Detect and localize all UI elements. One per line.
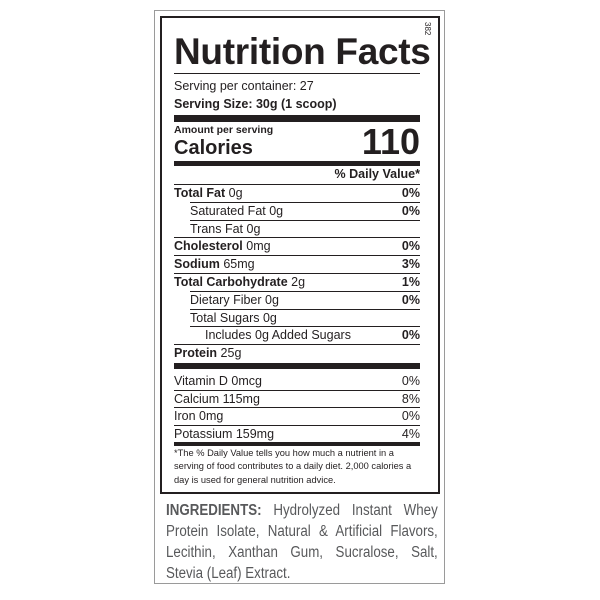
thick-divider (174, 115, 420, 122)
label-outer-border (154, 10, 445, 584)
thick-divider (174, 161, 420, 166)
nutrient-name: Cholesterol 0mg (174, 238, 271, 255)
ingredients-label: INGREDIENTS: (166, 502, 262, 519)
servings-text: Serving per container: 27 (174, 79, 314, 93)
dv-header-text: % Daily Value* (334, 167, 420, 181)
nutrient-name: Protein 25g (174, 345, 241, 362)
nutrient-label: Trans Fat (190, 221, 244, 236)
label-code: 382 (423, 22, 432, 36)
nutrient-label: Total Sugars (190, 310, 260, 325)
vitamin-name: Iron 0mg (174, 409, 224, 424)
vitamin-dv: 0% (401, 374, 420, 388)
nutrient-name: Trans Fat 0g (174, 221, 260, 238)
divider (174, 273, 420, 274)
nutrient-row: Protein 25g (174, 345, 420, 362)
nutrient-row: Total Fat 0g 0% (174, 185, 420, 202)
vitamin-row: Potassium 159mg 4% (174, 426, 420, 443)
nutrient-row: Sodium 65mg 3% (174, 256, 420, 273)
nutrient-name: Saturated Fat 0g (174, 203, 283, 220)
nutrient-amount: 0g (243, 221, 261, 236)
footnote: *The % Daily Value tells you how much a … (174, 448, 412, 485)
nutrient-row: Saturated Fat 0g 0% (174, 203, 420, 220)
nutrient-amount: 65mg (219, 257, 255, 272)
nutrient-dv: 0% (401, 203, 420, 218)
divider (174, 237, 420, 239)
vitamin-dv: 0% (401, 409, 420, 424)
nutrient-name: Total Fat 0g (174, 185, 243, 202)
nutrient-label: Protein (174, 346, 218, 361)
nutrient-amount: 0g (265, 203, 284, 218)
divider (190, 326, 420, 328)
divider (174, 344, 420, 346)
nutrient-label: Total Carbohydrate (174, 275, 288, 289)
dv-header: % Daily Value* (174, 166, 420, 183)
calories-label: Calories (174, 137, 253, 159)
nutrient-dv: 0% (401, 239, 420, 254)
nutrient-amount: 0g (225, 186, 243, 200)
amount-per-serving-text: Amount per serving (174, 124, 274, 136)
vitamin-row: Calcium 115mg 8% (174, 391, 420, 408)
vitamin-name: Vitamin D 0mcg (174, 374, 262, 388)
nutrient-label: Saturated Fat (190, 203, 266, 218)
nutrient-label: Includes 0g Added Sugars (205, 328, 351, 343)
nutrition-facts-panel: Nutrition Facts Serving per container: 2… (160, 16, 440, 494)
divider (174, 73, 420, 74)
vitamin-row: Vitamin D 0mcg 0% (174, 373, 420, 390)
amount-per-serving: Amount per serving (174, 124, 420, 137)
divider (174, 407, 420, 409)
nutrient-name: Sodium 65mg (174, 256, 255, 273)
nutrient-name: Includes 0g Added Sugars (174, 327, 351, 344)
vitamin-name: Potassium 159mg (174, 426, 275, 441)
nutrient-row: Total Sugars 0g (174, 310, 420, 327)
vitamin-dv: 4% (401, 426, 420, 441)
nutrient-label: Cholesterol (174, 239, 243, 254)
divider (190, 201, 420, 203)
nutrient-amount: 0g (261, 292, 279, 307)
vitamin-dv: 8% (401, 391, 420, 406)
nutrient-dv: 0% (401, 328, 420, 343)
divider (190, 308, 420, 310)
nutrient-name: Total Sugars 0g (174, 310, 277, 327)
servings-per-container: Serving per container: 27 (174, 78, 420, 95)
calories-value: 110 (361, 121, 420, 162)
nutrient-row: Cholesterol 0mg 0% (174, 238, 420, 255)
nutrient-name: Total Carbohydrate 2g (174, 274, 305, 291)
divider (190, 219, 420, 221)
divider (174, 424, 420, 426)
divider (174, 255, 420, 257)
serving-size-text: Serving Size: 30g (1 scoop) (174, 97, 337, 111)
nutrient-dv: 3% (401, 257, 420, 272)
nutrient-label: Total Fat (174, 186, 226, 200)
divider (174, 389, 420, 391)
divider (174, 184, 420, 185)
nutrient-amount: 0g (259, 310, 277, 325)
nutrient-label: Sodium (174, 257, 220, 272)
ingredients: INGREDIENTS: Hydrolyzed Instant Whey Pro… (166, 500, 438, 584)
nutrient-row: Dietary Fiber 0g 0% (174, 292, 420, 309)
nutrient-row: Includes 0g Added Sugars 0% (174, 327, 420, 344)
thick-divider (174, 442, 420, 446)
nutrient-amount: 25g (217, 346, 242, 361)
vitamin-row: Iron 0mg 0% (174, 408, 420, 425)
nutrient-dv: 1% (401, 275, 420, 289)
title: Nutrition Facts (174, 31, 431, 72)
nutrient-row: Total Carbohydrate 2g 1% (174, 274, 420, 291)
nutrient-dv: 0% (401, 292, 420, 307)
nutrient-label: Dietary Fiber (190, 292, 262, 307)
thick-divider (174, 363, 420, 369)
serving-size: Serving Size: 30g (1 scoop) (174, 96, 420, 113)
ingredients-text: Hydrolyzed Instant Whey Protein Isolate,… (166, 502, 438, 582)
divider (190, 290, 420, 292)
nutrient-row: Trans Fat 0g (174, 221, 420, 238)
nutrient-amount: 0mg (242, 239, 271, 254)
vitamin-name: Calcium 115mg (174, 391, 260, 406)
nutrient-dv: 0% (401, 186, 420, 200)
nutrient-name: Dietary Fiber 0g (174, 292, 279, 309)
nutrient-amount: 2g (287, 275, 306, 289)
